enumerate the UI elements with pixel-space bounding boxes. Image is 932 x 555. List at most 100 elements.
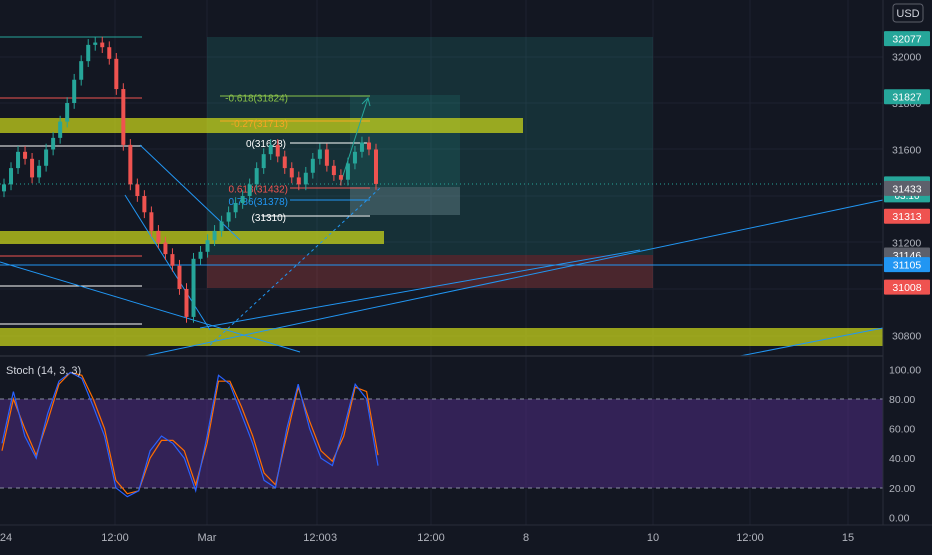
candle-body bbox=[2, 184, 6, 192]
candle-body bbox=[219, 221, 224, 231]
price-label-text: 31105 bbox=[893, 260, 922, 272]
candle-body bbox=[289, 168, 294, 178]
price-tick-label: 30800 bbox=[892, 331, 921, 343]
projection-arrow[interactable] bbox=[339, 97, 369, 186]
price-label-text: 31008 bbox=[892, 282, 921, 294]
candle-body bbox=[331, 165, 336, 176]
candle-body bbox=[135, 184, 140, 196]
indicator-label[interactable]: Stoch (14, 3, 3) bbox=[6, 365, 81, 377]
price-label-badge bbox=[884, 89, 930, 105]
time-axis[interactable]: 24 12:00 Mar 12:00 3 12:00 8 10 12:00 15 bbox=[0, 532, 854, 544]
candle-body bbox=[177, 265, 182, 289]
candle-body bbox=[72, 79, 77, 103]
fib-level-label: -0.618(31824) bbox=[225, 93, 288, 104]
candle-body bbox=[366, 142, 371, 150]
price-label-badge bbox=[884, 208, 930, 224]
price-label-badge bbox=[884, 279, 930, 295]
candle-body bbox=[275, 144, 280, 157]
fib-level-label: 0.618(31432) bbox=[229, 185, 289, 196]
entry-box[interactable] bbox=[350, 187, 460, 215]
price-tick-label: 32000 bbox=[892, 52, 921, 64]
candle-body bbox=[226, 212, 231, 222]
candle-body bbox=[86, 44, 91, 62]
candle-body bbox=[317, 149, 322, 159]
time-tick-label: 3 bbox=[331, 532, 337, 544]
stoch-lines bbox=[1, 371, 379, 498]
candle-body bbox=[233, 202, 238, 213]
candle-body bbox=[310, 158, 315, 173]
price-label-text: 31313 bbox=[892, 211, 921, 223]
stoch-tick-label: 60.00 bbox=[889, 424, 915, 436]
stoch-tick-label: 20.00 bbox=[889, 483, 915, 495]
candle-body bbox=[184, 289, 189, 317]
candle-body bbox=[121, 89, 126, 145]
candle-body bbox=[30, 158, 35, 178]
resistance-zone[interactable] bbox=[0, 118, 523, 133]
currency-badge[interactable] bbox=[892, 3, 924, 23]
candle-body bbox=[198, 251, 203, 259]
stoch-d-line[interactable] bbox=[1, 371, 379, 495]
candle-body bbox=[51, 137, 56, 150]
candle-body bbox=[212, 230, 217, 241]
price-series[interactable] bbox=[2, 36, 378, 323]
candle-body bbox=[261, 154, 266, 169]
candle-body bbox=[303, 172, 308, 185]
time-tick-label: 15 bbox=[842, 532, 854, 544]
candle-body bbox=[191, 258, 196, 317]
trendline-7[interactable] bbox=[209, 187, 381, 346]
trendline-5[interactable] bbox=[199, 249, 641, 329]
candle-body bbox=[58, 121, 63, 138]
candle-body bbox=[107, 47, 112, 59]
fib-level-label: -0.27(31713) bbox=[231, 119, 288, 130]
trendline-1[interactable] bbox=[0, 261, 301, 353]
candle-body bbox=[79, 61, 84, 80]
candle-body bbox=[282, 156, 287, 169]
price-tick-label: 31600 bbox=[892, 145, 921, 157]
candle-body bbox=[9, 168, 14, 185]
time-tick-label: 8 bbox=[523, 532, 529, 544]
projection-arrow-head bbox=[361, 97, 371, 107]
price-label-text: 32077 bbox=[892, 34, 921, 46]
candle-body bbox=[23, 151, 28, 159]
candle-body bbox=[268, 144, 273, 155]
candle-body bbox=[37, 165, 42, 178]
price-label-countdown: 03:10 bbox=[894, 191, 919, 202]
candle-body bbox=[114, 58, 119, 90]
stoch-axis-ticks: 100.00 80.00 60.00 40.00 20.00 0.00 bbox=[889, 364, 921, 524]
fib-level-label: (31310) bbox=[252, 213, 286, 224]
candle-body bbox=[374, 149, 378, 184]
fib-level-label: 0.786(31378) bbox=[229, 197, 289, 208]
candle-body bbox=[93, 42, 98, 45]
candle-body bbox=[100, 42, 105, 48]
support-zone-1[interactable] bbox=[0, 231, 384, 244]
candle-body bbox=[240, 196, 245, 203]
stoch-k-line[interactable] bbox=[1, 371, 379, 498]
candle-body bbox=[163, 242, 168, 255]
trendline-6[interactable] bbox=[739, 327, 884, 357]
candle-body bbox=[296, 177, 301, 185]
support-zone-2[interactable] bbox=[0, 328, 883, 346]
time-tick-label: 12:00 bbox=[417, 532, 445, 544]
currency-label: USD bbox=[896, 8, 919, 20]
candle-body bbox=[128, 144, 133, 185]
candle-body bbox=[345, 163, 350, 180]
candle-body bbox=[254, 168, 259, 185]
stoch-tick-label: 100.00 bbox=[889, 364, 921, 376]
price-label-badge bbox=[884, 180, 930, 196]
time-tick-label: 12:00 bbox=[736, 532, 764, 544]
time-tick-label: Mar bbox=[198, 532, 217, 544]
price-label-text: 31433 bbox=[892, 183, 921, 195]
candle-body bbox=[65, 103, 70, 122]
candle-body bbox=[352, 151, 357, 164]
trendline-4[interactable] bbox=[144, 199, 884, 357]
candle-body bbox=[205, 240, 210, 252]
time-tick-label: 12:00 bbox=[101, 532, 129, 544]
trendline-2[interactable] bbox=[124, 194, 211, 331]
target-zone[interactable] bbox=[207, 37, 653, 255]
candle-body bbox=[338, 175, 343, 180]
price-labels: 32077318273145203:1031433313133114631105… bbox=[884, 31, 930, 295]
time-tick-label: 12:00 bbox=[303, 532, 331, 544]
target-zone-inner[interactable] bbox=[350, 95, 460, 215]
